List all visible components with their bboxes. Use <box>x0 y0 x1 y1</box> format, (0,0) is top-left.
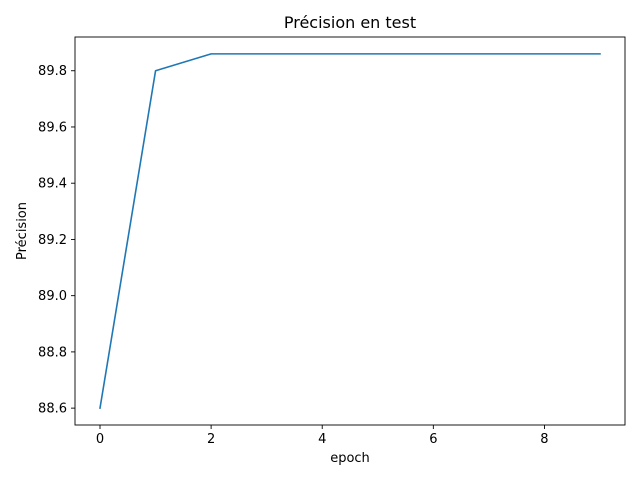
series-line-0 <box>99 53 601 410</box>
y-tick-label: 89.6 <box>38 120 67 135</box>
x-tick-label: 0 <box>96 432 104 447</box>
plot-area: 0 2 4 6 8 88.6 88.8 89.0 89.2 89.4 89.6 89.8 <box>38 36 626 447</box>
y-tick-label: 89.8 <box>38 64 67 79</box>
x-tick-label: 2 <box>207 432 215 447</box>
y-tick-label: 89.0 <box>38 289 67 304</box>
y-tick-label: 88.8 <box>38 345 67 360</box>
chart-title: Précision en test <box>284 13 416 32</box>
x-tick-label: 8 <box>540 432 548 447</box>
y-axis-label: Précision <box>15 202 30 260</box>
y-tick-label: 89.4 <box>38 177 67 192</box>
x-axis-label: epoch <box>330 451 370 466</box>
x-tick-label: 4 <box>318 432 326 447</box>
y-tick-label: 89.2 <box>38 233 67 248</box>
x-tick-label: 6 <box>429 432 437 447</box>
y-tick-label: 88.6 <box>38 402 67 417</box>
axes-frame <box>74 36 626 426</box>
